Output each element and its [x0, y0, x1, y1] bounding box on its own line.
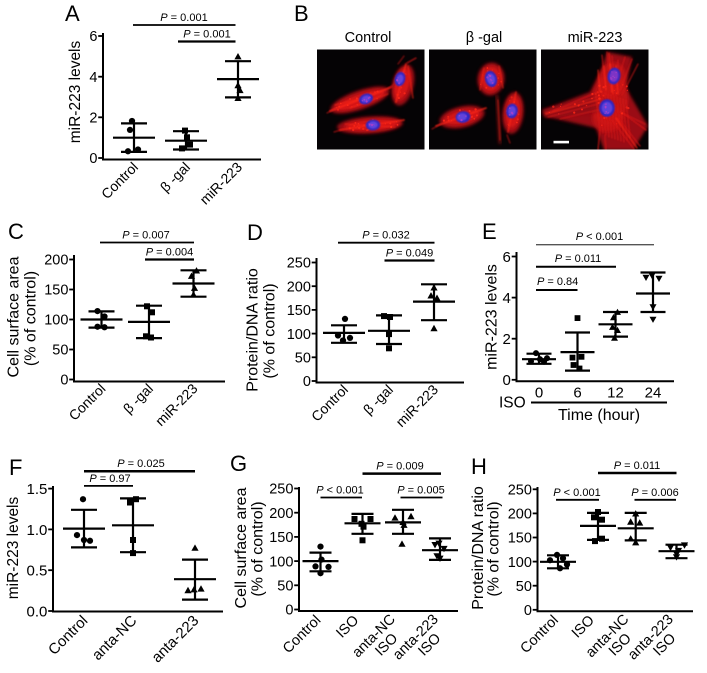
svg-text:50: 50 — [295, 351, 311, 367]
svg-text:Control: Control — [345, 30, 392, 46]
svg-text:0: 0 — [89, 151, 97, 167]
svg-text:200: 200 — [44, 253, 68, 269]
svg-text:1.5: 1.5 — [27, 481, 48, 498]
svg-text:H: H — [471, 454, 487, 479]
svg-text:4: 4 — [89, 70, 97, 86]
svg-text:Cell surface area: Cell surface area — [233, 487, 250, 608]
svg-text:P = 0.007: P = 0.007 — [122, 230, 169, 242]
svg-text:miR-223: miR-223 — [568, 30, 623, 46]
svg-text:P = 0.025: P = 0.025 — [117, 458, 164, 470]
svg-text:0.0: 0.0 — [27, 603, 48, 620]
svg-text:(% of control): (% of control) — [486, 501, 503, 596]
svg-text:200: 200 — [508, 507, 532, 523]
svg-text:250: 250 — [287, 256, 311, 272]
svg-text:6: 6 — [89, 29, 97, 45]
svg-text:P = 0.011: P = 0.011 — [614, 460, 661, 472]
svg-text:0: 0 — [285, 603, 293, 619]
svg-text:P < 0.001: P < 0.001 — [553, 487, 600, 499]
svg-text:β -gal: β -gal — [466, 30, 503, 46]
svg-text:P < 0.001: P < 0.001 — [316, 485, 363, 497]
svg-text:100: 100 — [287, 327, 311, 343]
svg-text:0: 0 — [535, 385, 543, 402]
svg-text:E: E — [482, 219, 497, 244]
svg-text:P = 0.005: P = 0.005 — [397, 485, 444, 497]
svg-text:2: 2 — [503, 331, 511, 348]
svg-text:100: 100 — [508, 555, 532, 571]
svg-text:P = 0.004: P = 0.004 — [146, 247, 193, 259]
svg-text:150: 150 — [287, 303, 311, 319]
svg-text:4: 4 — [503, 290, 511, 307]
svg-text:P = 0.97: P = 0.97 — [89, 473, 130, 485]
svg-text:200: 200 — [269, 506, 293, 522]
svg-text:P = 0.84: P = 0.84 — [537, 276, 578, 288]
svg-text:miR-223 levels: miR-223 levels — [67, 41, 84, 144]
svg-text:50: 50 — [277, 579, 293, 595]
svg-text:P = 0.009: P = 0.009 — [376, 461, 423, 473]
svg-text:0.5: 0.5 — [27, 563, 48, 580]
svg-text:P = 0.011: P = 0.011 — [555, 253, 602, 265]
svg-text:6: 6 — [573, 385, 581, 402]
svg-text:A: A — [65, 1, 80, 26]
svg-text:24: 24 — [645, 385, 662, 402]
svg-text:0: 0 — [60, 373, 68, 389]
svg-text:250: 250 — [508, 483, 532, 499]
svg-text:250: 250 — [269, 482, 293, 498]
svg-text:(% of control): (% of control) — [262, 283, 279, 378]
svg-text:200: 200 — [287, 279, 311, 295]
svg-text:1.0: 1.0 — [27, 522, 48, 539]
svg-text:Protein/DNA ratio: Protein/DNA ratio — [470, 486, 487, 610]
svg-text:miR-223 levels: miR-223 levels — [484, 264, 501, 370]
svg-text:P = 0.001: P = 0.001 — [160, 12, 207, 24]
svg-text:100: 100 — [269, 554, 293, 570]
svg-text:ISO: ISO — [499, 395, 526, 412]
svg-text:P = 0.006: P = 0.006 — [631, 487, 678, 499]
svg-text:D: D — [247, 220, 263, 245]
svg-text:P < 0.001: P < 0.001 — [576, 231, 623, 243]
svg-text:P = 0.049: P = 0.049 — [386, 248, 433, 260]
svg-text:G: G — [230, 451, 247, 476]
svg-text:100: 100 — [44, 313, 68, 329]
svg-text:0: 0 — [524, 603, 532, 619]
svg-text:C: C — [8, 219, 24, 244]
svg-text:12: 12 — [607, 385, 624, 402]
svg-text:(% of control): (% of control) — [23, 271, 40, 366]
svg-text:50: 50 — [516, 579, 532, 595]
svg-text:2: 2 — [89, 111, 97, 127]
svg-text:0: 0 — [303, 374, 311, 390]
svg-text:150: 150 — [508, 531, 532, 547]
svg-text:0: 0 — [503, 372, 511, 389]
svg-text:P = 0.001: P = 0.001 — [183, 29, 230, 41]
svg-text:F: F — [9, 455, 22, 480]
svg-text:50: 50 — [52, 343, 68, 359]
svg-text:150: 150 — [44, 283, 68, 299]
svg-text:6: 6 — [503, 249, 511, 266]
svg-text:(% of control): (% of control) — [250, 501, 267, 596]
svg-text:B: B — [294, 1, 309, 26]
svg-text:Cell surface area: Cell surface area — [6, 256, 23, 377]
svg-text:Protein/DNA ratio: Protein/DNA ratio — [245, 268, 262, 392]
svg-text:miR-223 levels: miR-223 levels — [5, 497, 22, 600]
svg-text:P = 0.032: P = 0.032 — [362, 230, 409, 242]
svg-text:150: 150 — [269, 530, 293, 546]
svg-text:Time (hour): Time (hour) — [558, 407, 640, 424]
